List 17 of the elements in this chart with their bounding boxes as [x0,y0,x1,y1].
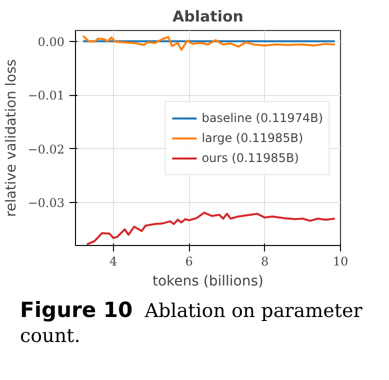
y-axis-title: relative validation loss [4,59,20,217]
chart-title: Ablation [172,8,244,26]
x-tick-label: 10 [332,254,348,268]
y-tick-label: −0.02 [28,142,65,156]
legend-label: large (0.11985B) [202,130,304,144]
line-series [82,34,336,51]
legend-label: ours (0.11985B) [202,150,299,164]
x-tick-label: 6 [185,254,193,268]
x-tick-label: 4 [110,254,118,268]
y-tick-label: −0.01 [28,88,65,102]
x-tick-label: 8 [260,254,269,268]
y-tick-label: 0.00 [38,34,64,49]
legend-label: baseline (0.11974B) [202,110,323,124]
x-axis-title: tokens (billions) [152,274,264,290]
text: Figure 10 Ablation on parameter count. [20,298,362,348]
y-tick-label: −0.03 [28,196,65,210]
line-series [86,212,336,246]
